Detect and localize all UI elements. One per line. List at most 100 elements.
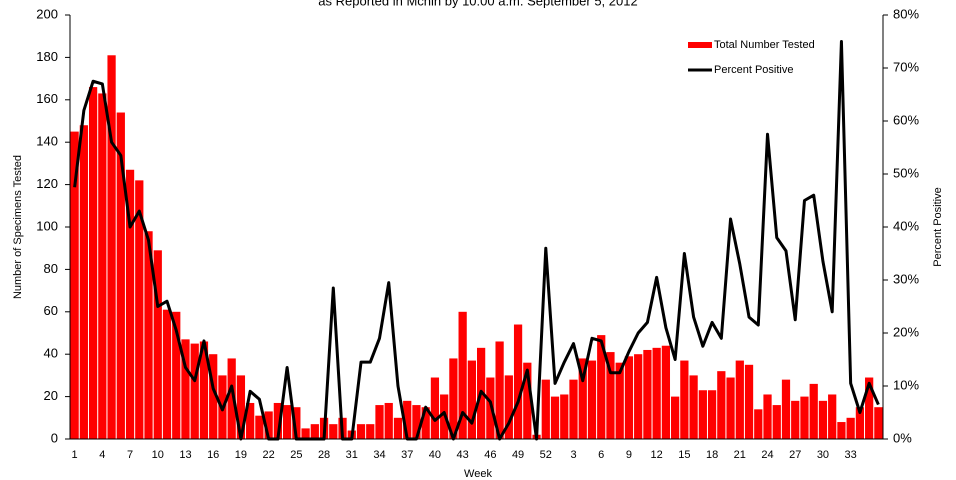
bar [403,400,412,439]
bar [190,343,199,439]
bar [606,352,615,439]
bar [578,358,587,439]
x-tick-label: 25 [290,449,302,461]
bar [393,417,403,439]
legend-label: Percent Positive [714,64,793,76]
x-tick-label: 1 [72,449,78,461]
x-axis-title: Week [464,468,492,480]
x-tick-label: 9 [626,449,632,461]
y-tick-label: 20 [44,388,58,403]
x-tick-label: 40 [429,449,441,461]
bar [430,377,440,439]
bar [98,93,107,439]
x-tick-label: 13 [179,449,191,461]
bar [634,354,643,439]
x-tick-label: 4 [99,449,105,461]
bar [744,364,754,439]
x-tick-label: 3 [570,449,576,461]
bar [162,309,172,439]
y2-tick-label: 20% [893,324,919,339]
bar [689,375,698,439]
y2-tick-label: 10% [893,377,919,392]
bar [144,231,153,439]
bar [421,407,430,439]
x-tick-label: 10 [152,449,164,461]
bar [523,362,532,439]
bar [781,379,791,439]
bar [310,424,319,439]
y-tick-label: 160 [36,91,58,106]
bar [467,360,476,439]
y2-tick-label: 80% [893,6,919,21]
y2-tick-label: 70% [893,59,919,74]
bar [680,360,689,439]
y-tick-label: 40 [44,346,58,361]
x-tick-label: 52 [540,449,552,461]
bar [495,341,504,439]
y-tick-label: 80 [44,261,58,276]
x-tick-label: 6 [598,449,604,461]
x-tick-label: 7 [127,449,133,461]
bar [855,407,865,439]
bar [661,345,671,439]
bar [449,358,458,439]
bar [116,112,125,440]
bar [597,335,606,439]
bar [125,169,135,439]
bar [754,409,763,439]
y-tick-label: 60 [44,303,58,318]
bar [384,402,393,439]
bar [366,424,375,439]
bar [541,379,550,439]
bar [375,405,384,439]
bar [292,407,301,439]
bar [735,360,744,439]
bar [282,405,292,439]
bar [236,375,246,439]
bar [412,405,421,439]
x-tick-label: 49 [512,449,524,461]
bar [587,360,597,439]
x-tick-label: 33 [845,449,857,461]
x-tick-label: 34 [373,449,385,461]
bar [486,377,495,439]
bar [726,377,735,439]
bar [209,354,218,439]
y2-tick-label: 40% [893,218,919,233]
bar [301,428,310,439]
x-tick-label: 21 [734,449,746,461]
y-tick-label: 200 [36,6,58,21]
bar [356,424,366,439]
bar [199,341,209,439]
bar [513,324,523,439]
bar [707,390,717,439]
y2-tick-label: 0% [893,430,912,445]
bar [458,311,467,439]
bar [560,394,569,439]
bar [717,371,726,439]
bar [874,407,883,439]
bar [763,394,772,439]
y-tick-label: 0 [51,430,58,445]
y2-axis-title: Percent Positive [932,187,944,266]
x-tick-label: 43 [457,449,469,461]
x-tick-label: 28 [318,449,330,461]
x-tick-label: 16 [207,449,219,461]
bar [107,55,116,439]
y-tick-label: 120 [36,176,58,191]
bar [153,250,162,439]
bar [181,339,190,439]
bar [79,125,88,440]
x-tick-label: 24 [761,449,773,461]
x-tick-label: 30 [817,449,829,461]
x-tick-label: 27 [789,449,801,461]
bar [828,394,837,439]
legend-label: Total Number Tested [714,39,815,51]
bar [698,390,707,439]
bar [624,356,634,439]
y-tick-label: 180 [36,49,58,64]
bar [88,87,98,439]
line [73,40,880,441]
